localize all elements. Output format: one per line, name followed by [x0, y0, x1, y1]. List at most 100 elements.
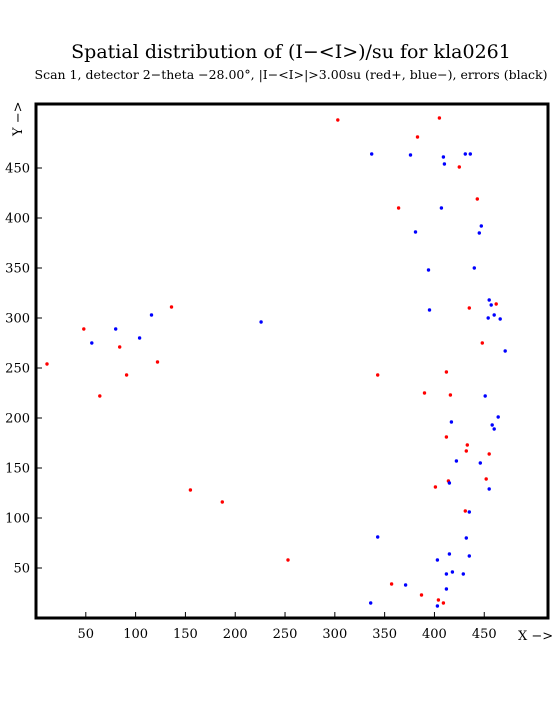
positive-deviation-point — [448, 393, 453, 397]
y-tick-label: 300 — [5, 312, 30, 327]
y-tick-label: 450 — [5, 162, 30, 177]
positive-deviation-point — [389, 582, 394, 586]
y-tick-label: 100 — [5, 512, 30, 527]
negative-deviation-point — [403, 583, 408, 587]
x-tick-label: 250 — [273, 627, 298, 642]
negative-deviation-point — [477, 231, 481, 235]
negative-deviation-point — [487, 487, 491, 491]
negative-deviation-point — [149, 313, 154, 317]
negative-deviation-point — [408, 153, 413, 157]
negative-deviation-point — [447, 481, 452, 485]
negative-deviation-point — [468, 152, 472, 156]
x-tick-label: 50 — [78, 627, 95, 642]
negative-deviation-point — [454, 459, 459, 463]
x-tick-label: 450 — [472, 627, 497, 642]
negative-deviation-point — [444, 572, 449, 576]
positive-deviation-point — [464, 449, 468, 453]
x-tick-label: 150 — [173, 627, 198, 642]
positive-deviation-point — [480, 341, 484, 345]
positive-deviation-point — [45, 362, 49, 366]
negative-deviation-point — [376, 535, 380, 539]
positive-deviation-point — [396, 206, 401, 210]
x-axis-label: X −> — [518, 629, 553, 644]
negative-deviation-point — [370, 152, 374, 156]
positive-deviation-point — [467, 306, 471, 310]
positive-deviation-point — [220, 500, 224, 504]
negative-deviation-point — [492, 313, 496, 317]
data-points — [45, 116, 507, 608]
negative-deviation-point — [426, 268, 431, 272]
negative-deviation-point — [413, 230, 418, 234]
negative-deviation-point — [369, 601, 373, 605]
negative-deviation-point — [450, 570, 455, 574]
positive-deviation-point — [419, 593, 424, 597]
y-tick-label: 200 — [5, 412, 30, 427]
positive-deviation-point — [494, 302, 498, 306]
negative-deviation-point — [467, 554, 471, 558]
x-tick-label: 100 — [123, 627, 148, 642]
negative-deviation-point — [496, 415, 500, 419]
negative-deviation-point — [492, 427, 496, 431]
y-tick-label: 50 — [13, 562, 30, 577]
negative-deviation-point — [490, 423, 494, 427]
positive-deviation-point — [433, 485, 438, 489]
x-tick-label: 350 — [372, 627, 397, 642]
negative-deviation-point — [441, 155, 446, 159]
negative-deviation-point — [444, 587, 449, 591]
positive-deviation-point — [463, 509, 467, 513]
negative-deviation-point — [461, 572, 465, 576]
y-tick-label: 150 — [5, 462, 30, 477]
negative-deviation-point — [427, 308, 432, 312]
positive-deviation-point — [155, 360, 160, 364]
negative-deviation-point — [259, 320, 263, 324]
negative-deviation-point — [464, 536, 468, 540]
negative-deviation-point — [447, 552, 452, 556]
chart-title: Spatial distribution of (I−<I>)/su for k… — [71, 41, 511, 63]
positive-deviation-point — [437, 116, 442, 120]
positive-deviation-point — [188, 488, 193, 492]
positive-deviation-point — [487, 452, 491, 456]
positive-deviation-point — [82, 327, 86, 331]
negative-deviation-point — [463, 152, 467, 156]
negative-deviation-point — [114, 327, 118, 331]
y-tick-label: 250 — [5, 362, 30, 377]
positive-deviation-point — [124, 373, 129, 377]
negative-deviation-point — [479, 224, 483, 228]
negative-deviation-point — [483, 394, 487, 398]
negative-deviation-point — [467, 510, 471, 514]
positive-deviation-point — [415, 135, 420, 139]
negative-deviation-point — [449, 420, 454, 424]
y-tick-label: 400 — [5, 212, 30, 227]
negative-deviation-point — [489, 303, 493, 307]
negative-deviation-point — [439, 206, 444, 210]
positive-deviation-point — [457, 165, 461, 169]
chart-subtitle: Scan 1, detector 2−theta −28.00°, |I−<I>… — [35, 67, 548, 82]
positive-deviation-point — [475, 197, 479, 201]
axis-ticks: 50 100 150 200 250 300 350 400 450 50 100 150 200 250… — [5, 162, 496, 643]
negative-deviation-point — [90, 341, 94, 345]
y-tick-label: 350 — [5, 262, 30, 277]
positive-deviation-point — [484, 477, 488, 481]
y-axis-label: Y −> — [11, 102, 26, 138]
positive-deviation-point — [118, 345, 122, 349]
negative-deviation-point — [472, 266, 476, 270]
plot-frame — [34, 102, 550, 620]
negative-deviation-point — [442, 162, 447, 166]
positive-deviation-point — [336, 118, 340, 122]
positive-deviation-point — [441, 601, 446, 605]
positive-deviation-point — [376, 373, 380, 377]
x-tick-label: 200 — [223, 627, 248, 642]
x-tick-label: 300 — [322, 627, 347, 642]
positive-deviation-point — [436, 598, 441, 602]
negative-deviation-point — [435, 604, 440, 608]
negative-deviation-point — [498, 317, 502, 321]
positive-deviation-point — [286, 558, 290, 562]
negative-deviation-point — [503, 349, 507, 353]
positive-deviation-point — [98, 394, 102, 398]
positive-deviation-point — [465, 443, 469, 447]
positive-deviation-point — [444, 435, 449, 439]
x-tick-label: 400 — [422, 627, 447, 642]
positive-deviation-point — [444, 370, 449, 374]
negative-deviation-point — [486, 316, 490, 320]
